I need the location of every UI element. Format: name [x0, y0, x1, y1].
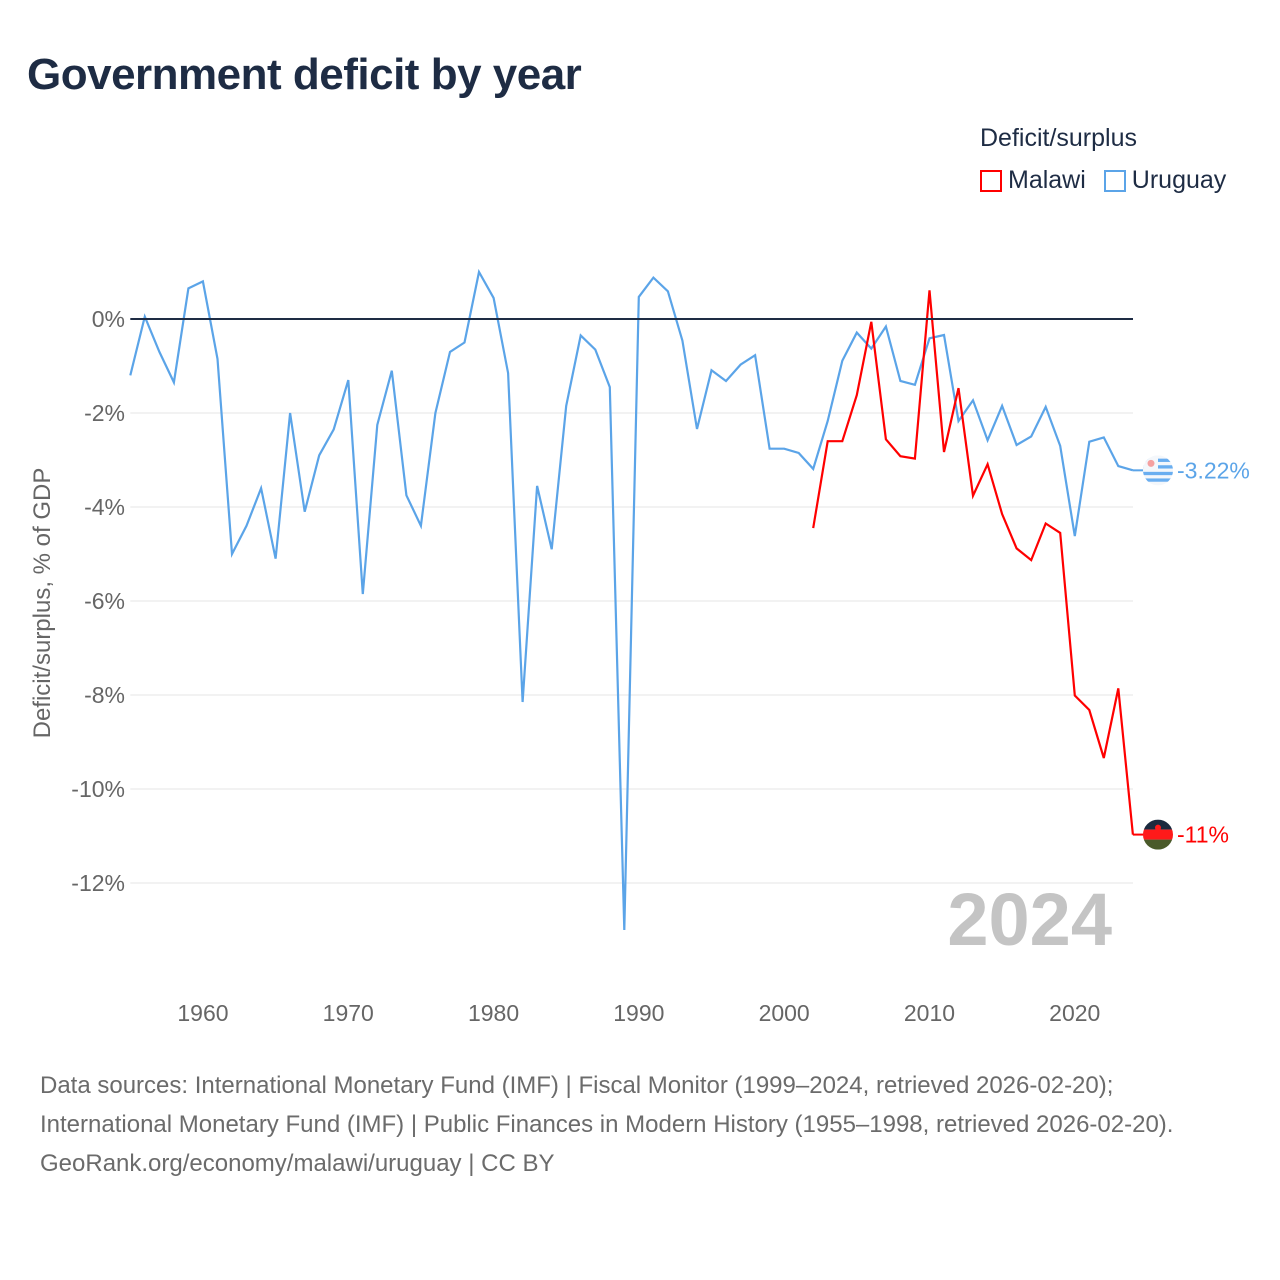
y-axis-label: Deficit/surplus, % of GDP: [29, 468, 56, 739]
legend-swatch-malawi: [980, 169, 1002, 192]
y-tick-label: -2%: [84, 400, 125, 426]
legend-title: Deficit/surplus: [980, 124, 1137, 152]
y-tick-label: -6%: [84, 588, 125, 614]
series-line-malawi: [812, 290, 1134, 835]
legend: Malawi Uruguay: [980, 166, 1226, 195]
x-tick-label: 2000: [759, 1000, 810, 1026]
y-tick-label: -8%: [84, 682, 125, 708]
legend-item-malawi[interactable]: Malawi: [980, 166, 1086, 195]
y-tick-label: 0%: [92, 306, 125, 332]
series-line-uruguay: [129, 268, 1134, 931]
y-tick-label: -4%: [84, 494, 125, 520]
credit-link[interactable]: GeoRank.org/economy/malawi/uruguay | CC …: [40, 1150, 555, 1177]
malawi-flag-icon: [1143, 819, 1173, 850]
end-label-uruguay: -3.22%: [1177, 457, 1250, 483]
legend-label-uruguay: Uruguay: [1131, 166, 1227, 194]
x-tick-label: 1970: [323, 1000, 374, 1026]
end-label-malawi: -11%: [1177, 822, 1229, 848]
uruguay-flag-icon: [1143, 455, 1173, 486]
legend-swatch-uruguay: [1103, 169, 1126, 192]
y-tick-label: -12%: [71, 870, 125, 896]
data-sources: Data sources: International Monetary Fun…: [40, 1072, 1174, 1138]
chart-title: Government deficit by year: [27, 50, 582, 99]
year-watermark: 2024: [947, 878, 1112, 961]
x-tick-label: 1960: [177, 1000, 228, 1026]
x-tick-label: 2020: [1049, 1000, 1100, 1026]
legend-item-uruguay[interactable]: Uruguay: [1103, 166, 1227, 195]
x-tick-label: 1990: [613, 1000, 664, 1026]
x-tick-label: 2010: [904, 1000, 955, 1026]
line-chart: 0% -2% -4% -6% -8% -10% -12% 1960 1970 1980 1990 20…: [29, 268, 1250, 1026]
y-tick-label: -10%: [71, 776, 125, 802]
footer: Data sources: International Monetary Fun…: [40, 1066, 1240, 1183]
legend-label-malawi: Malawi: [1008, 166, 1086, 194]
x-tick-label: 1980: [468, 1000, 519, 1026]
